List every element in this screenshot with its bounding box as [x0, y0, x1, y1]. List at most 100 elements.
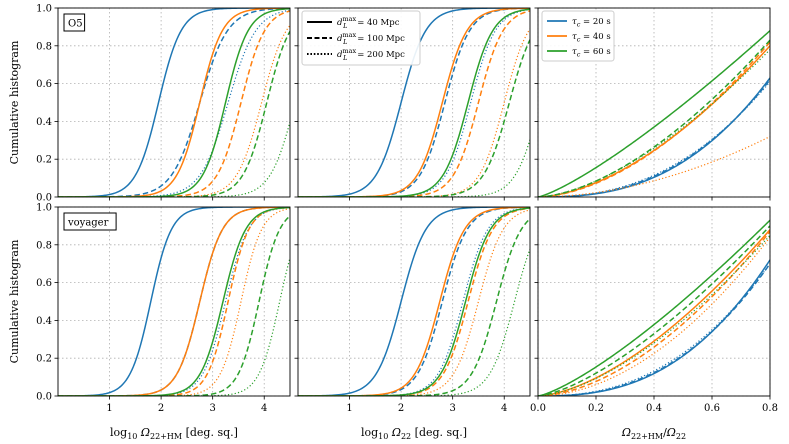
series-line-r0c2-tau40-dashed [538, 41, 770, 197]
legend-symbol: d [337, 18, 343, 28]
series-line-r0c0-tau40-dotted [58, 24, 290, 197]
y-axis-label-row0: Cumulative histogram [8, 40, 21, 164]
y-tick-label-r0c0: 0.8 [36, 41, 52, 52]
series-line-r1c0-tau20-dashed [58, 207, 290, 396]
series-line-r1c1-tau20-dotted [298, 207, 530, 396]
legend-sup: max [342, 15, 356, 23]
linestyle-legend-label-dashed: dmax L = 100 Mpc [337, 31, 405, 46]
x-tick-label-r1c0: 3 [209, 403, 215, 414]
legend-sup: max [342, 47, 356, 55]
legend-sup: max [342, 31, 356, 39]
x-tick-label-r1c2: 0.4 [646, 403, 662, 414]
series-line-r1c2-tau60-dotted [538, 234, 770, 396]
series-line-r1c0-tau60-dashed [58, 215, 290, 396]
x-label-pre: log [110, 426, 127, 439]
y-tick-label-r1c0: 1.0 [36, 203, 52, 214]
series-line-r1c1-tau40-solid [298, 207, 530, 396]
x-tick-label-r1c2: 0.8 [762, 403, 778, 414]
legend-sub: c [577, 51, 581, 59]
panel-curves-r0c2 [538, 30, 770, 197]
series-line-r1c1-tau40-dashed [298, 207, 530, 396]
series-line-r1c0-tau40-dotted [58, 208, 290, 396]
y-tick-label-r0c0: 0.0 [36, 193, 52, 204]
x-label-sub: 22+HM [150, 432, 182, 441]
y-tick-label-r1c0: 0.0 [36, 392, 52, 403]
x-tick-label-r1c0: 2 [158, 403, 164, 414]
linestyle-legend-box [301, 10, 421, 66]
series-line-r1c2-tau20-dashed [538, 263, 770, 396]
linestyle-legend-label-dotted: dmax L = 200 Mpc [337, 47, 405, 62]
panel-frame-r0c0 [57, 7, 291, 198]
ticks-layer: 0.0 0.2 0.4 0.6 0.8 1.0 1 2 3 4 0.0 0.2 0.4 0.6 0.8 1.0… [36, 4, 778, 415]
series-line-r1c1-tau60-dashed [298, 218, 530, 396]
series-line-r0c2-tau60-solid [538, 30, 770, 197]
legend-sub: L [342, 22, 347, 30]
legend-sub: L [342, 54, 347, 62]
x-label-pre-sub: 10 [378, 432, 388, 441]
series-line-r1c0-tau60-dotted [58, 257, 290, 396]
x-label-symbol: Ω [137, 426, 150, 439]
panel-curves-r1c2 [538, 219, 770, 396]
color-legend-box [541, 10, 615, 62]
x-tick-label-r1c1: 2 [398, 403, 404, 414]
series-line-r0c2-tau40-solid [538, 45, 770, 197]
labels-layer: Cumulative histogram Cumulative histogram… [8, 40, 686, 441]
series-line-r1c0-tau20-solid [58, 207, 290, 396]
series-line-r1c1-tau60-solid [298, 207, 530, 396]
series-line-r1c0-tau40-solid [58, 207, 290, 396]
panel-curves-r0c0 [58, 8, 290, 197]
series-line-r0c0-tau60-dashed [58, 31, 290, 197]
series-line-r0c0-tau40-solid [58, 8, 290, 197]
legend-value: = 20 s [580, 17, 610, 27]
panel-curves-r1c0 [58, 207, 290, 396]
frames-layer [57, 7, 771, 397]
series-line-r0c0-tau60-solid [58, 8, 290, 197]
x-tick-label-r1c0: 1 [106, 403, 112, 414]
series-line-r1c2-tau60-solid [538, 219, 770, 396]
y-tick-label-r1c0: 0.2 [36, 354, 52, 365]
x-axis-label-col0: log10 Ω22+HM [deg. sq.] [110, 426, 238, 441]
series-line-r0c0-tau20-solid [58, 8, 290, 197]
x-axis-label-col1: log10 Ω22 [deg. sq.] [361, 426, 467, 441]
x-label-slash: / [663, 426, 667, 439]
legend-value: = 60 s [580, 47, 610, 57]
series-line-r0c0-tau20-dotted [58, 9, 290, 197]
x-label-symbol: Ω [621, 426, 631, 439]
series-line-r0c2-tau20-dashed [538, 79, 770, 197]
series-line-r0c2-tau20-dotted [538, 81, 770, 197]
legend-value: = 40 s [580, 32, 610, 42]
legend-value: = 40 Mpc [355, 18, 400, 28]
x-tick-label-r1c2: 0.6 [704, 403, 720, 414]
series-line-r0c0-tau40-dashed [58, 10, 290, 197]
color-legend-label-tau60: τc = 60 s [572, 47, 611, 59]
series-line-r0c0-tau20-dashed [58, 8, 290, 197]
y-tick-label-r1c0: 0.4 [36, 316, 52, 327]
row-label-box-0 [63, 13, 86, 32]
legend-sub: L [342, 38, 347, 46]
legend-value: = 100 Mpc [355, 34, 406, 44]
x-label-post: [deg. sq.] [182, 426, 238, 439]
y-tick-label-r0c0: 0.4 [36, 117, 52, 128]
legend-symbol: τ [572, 47, 577, 57]
x-tick-label-r1c1: 4 [501, 403, 507, 414]
series-line-r1c1-tau20-solid [298, 207, 530, 396]
legend-symbol: τ [572, 32, 577, 42]
series-line-r1c1-tau40-dotted [298, 209, 530, 396]
series-line-r0c2-tau60-dashed [538, 39, 770, 197]
series-line-r1c0-tau20-dotted [58, 207, 290, 396]
curves-layer [58, 8, 770, 396]
y-axis-label-row1: Cumulative histogram [8, 239, 21, 363]
series-line-r1c2-tau40-solid [538, 229, 770, 396]
series-line-r1c1-tau20-dashed [298, 207, 530, 396]
x-axis-label-col2: Ω22+HM/Ω22 [621, 426, 686, 441]
x-label-symbol-2: Ω [666, 426, 676, 439]
x-label-sub: 22 [401, 432, 411, 441]
x-label-symbol: Ω [388, 426, 401, 439]
series-line-r1c2-tau40-dashed [538, 231, 770, 396]
series-line-r1c2-tau20-dotted [538, 263, 770, 396]
legend-symbol: d [337, 50, 343, 60]
panel-curves-r1c1 [298, 207, 530, 396]
legend-value: = 200 Mpc [355, 50, 406, 60]
panel-frame-r1c0 [57, 206, 291, 397]
